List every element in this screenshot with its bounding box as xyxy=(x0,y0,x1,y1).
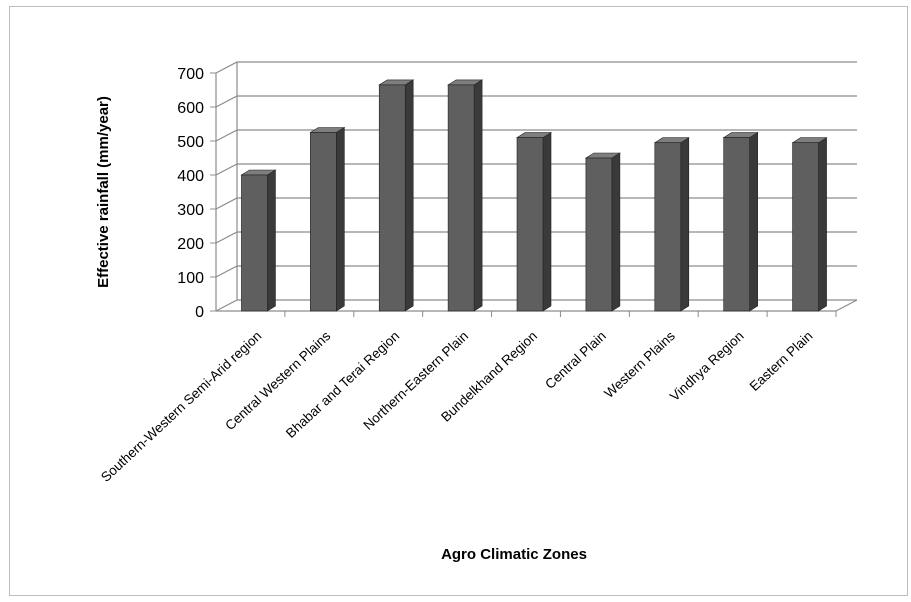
bar xyxy=(240,169,277,312)
x-tick-label: Bhabar and Terai Region xyxy=(283,328,402,441)
x-tick-labels: Southern-Western Semi-Arid regionCentral… xyxy=(98,311,837,485)
y-tick-label: 300 xyxy=(177,202,204,219)
bar xyxy=(515,132,553,312)
y-tick-labels: 0 100 200 300 400 500 600 700 xyxy=(177,66,204,321)
bar xyxy=(791,137,828,312)
floor-right-edge xyxy=(835,299,858,312)
gridline xyxy=(215,95,857,108)
x-tick-label: Eastern Plain xyxy=(747,328,816,394)
bar xyxy=(309,126,346,312)
gridline xyxy=(215,197,857,210)
y-tick-label: 200 xyxy=(177,236,204,253)
bar xyxy=(447,79,484,312)
gridlines xyxy=(210,61,857,312)
bar xyxy=(722,132,759,312)
y-axis-title: Effective rainfall (mm/year) xyxy=(95,96,112,288)
y-tick-label: 400 xyxy=(177,168,204,185)
gridline xyxy=(215,61,857,74)
gridline xyxy=(215,129,857,142)
chart-frame: 0 100 200 300 400 500 600 700 Southern-Western … xyxy=(9,6,908,596)
y-tick-label: 100 xyxy=(177,270,204,287)
bars xyxy=(240,79,828,312)
gridline xyxy=(215,231,857,244)
y-tick-label: 600 xyxy=(177,100,204,117)
x-tick-label: Vindhya Region xyxy=(667,328,747,404)
y-tick-label: 700 xyxy=(177,66,204,83)
gridline xyxy=(215,299,857,312)
x-axis-title: Agro Climatic Zones xyxy=(441,546,587,563)
x-tick-label: Western Plains xyxy=(601,328,678,401)
gridline xyxy=(215,163,857,176)
bar xyxy=(378,79,415,312)
bar xyxy=(653,137,690,312)
bar-chart: 0 100 200 300 400 500 600 700 Southern-Western … xyxy=(95,61,858,563)
gridline xyxy=(215,265,857,278)
y-tick-label: 0 xyxy=(195,304,204,321)
x-tick-label: Central Plain xyxy=(542,328,609,392)
y-tick-label: 500 xyxy=(177,134,204,151)
bar xyxy=(584,152,621,312)
